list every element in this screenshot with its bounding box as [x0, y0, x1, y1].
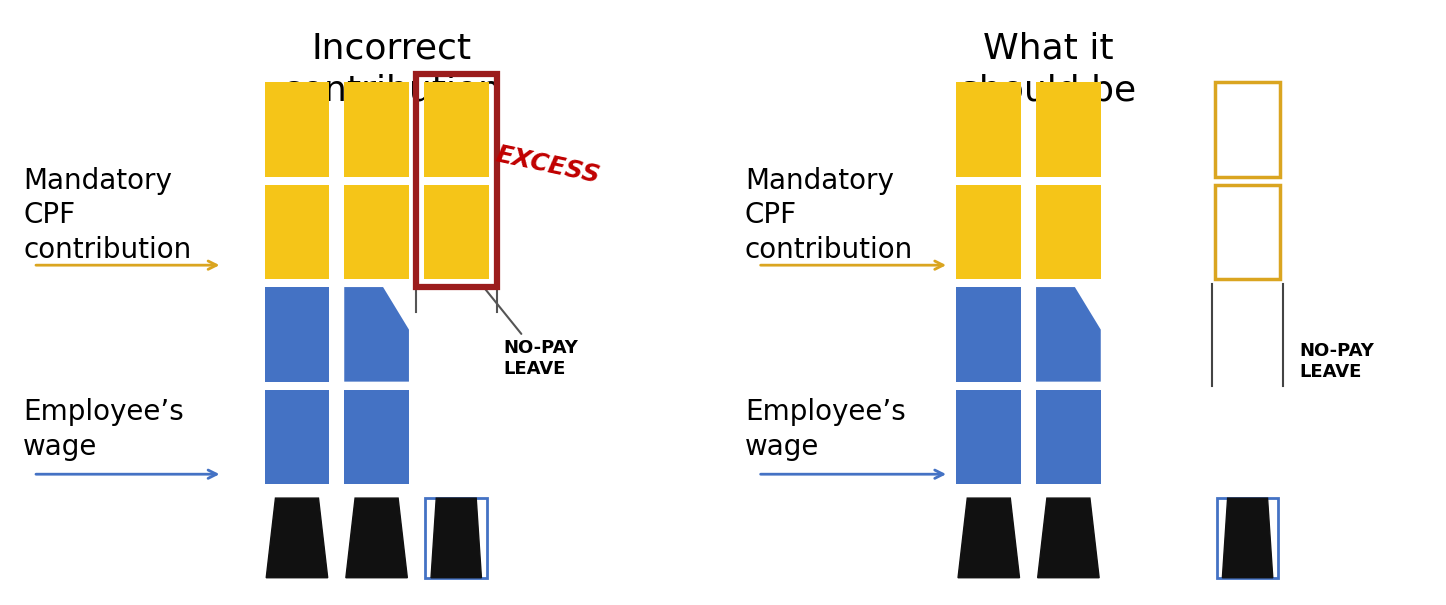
Bar — [265, 287, 330, 382]
Bar — [265, 390, 330, 484]
Polygon shape — [1038, 498, 1099, 578]
Bar — [344, 82, 409, 177]
Bar — [265, 185, 330, 279]
Bar — [265, 82, 330, 177]
Bar — [1215, 185, 1280, 279]
Bar — [416, 74, 496, 287]
Polygon shape — [1222, 498, 1272, 578]
Text: Employee’s
wage: Employee’s wage — [23, 398, 184, 461]
Polygon shape — [959, 498, 1019, 578]
Bar — [344, 390, 409, 484]
Bar — [1035, 185, 1100, 279]
Bar — [424, 185, 489, 279]
Bar — [956, 185, 1021, 279]
Bar — [1035, 82, 1100, 177]
Text: Mandatory
CPF
contribution: Mandatory CPF contribution — [745, 167, 912, 264]
Circle shape — [1048, 502, 1089, 542]
Text: Incorrect
contribution: Incorrect contribution — [282, 31, 500, 107]
Text: NO-PAY
LEAVE: NO-PAY LEAVE — [1300, 342, 1375, 381]
Polygon shape — [1035, 287, 1100, 382]
Circle shape — [437, 502, 476, 542]
Circle shape — [278, 502, 317, 542]
Bar — [1215, 82, 1280, 177]
Polygon shape — [346, 498, 408, 578]
Polygon shape — [431, 498, 482, 578]
Circle shape — [357, 502, 396, 542]
Bar — [956, 390, 1021, 484]
Bar — [1035, 390, 1100, 484]
Bar — [1218, 498, 1278, 578]
Text: NO-PAY
LEAVE: NO-PAY LEAVE — [486, 289, 578, 378]
Circle shape — [1231, 505, 1264, 539]
Text: EXCESS: EXCESS — [493, 143, 603, 188]
Bar — [956, 287, 1021, 382]
Polygon shape — [266, 498, 328, 578]
Circle shape — [440, 505, 473, 539]
Polygon shape — [344, 287, 409, 382]
Circle shape — [969, 502, 1009, 542]
Bar — [344, 185, 409, 279]
Text: Mandatory
CPF
contribution: Mandatory CPF contribution — [23, 167, 191, 264]
Bar — [424, 82, 489, 177]
Text: What it
should be: What it should be — [960, 31, 1137, 107]
Circle shape — [1228, 502, 1268, 542]
Text: Employee’s
wage: Employee’s wage — [745, 398, 905, 461]
Bar — [425, 498, 487, 578]
Bar — [956, 82, 1021, 177]
